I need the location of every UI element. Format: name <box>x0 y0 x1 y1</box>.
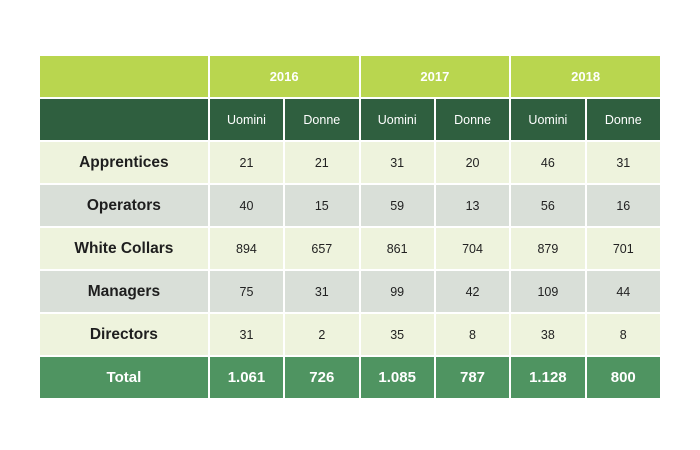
sub-header-cell: Donne <box>283 97 361 142</box>
sub-header-cell: Donne <box>433 97 512 142</box>
total-cell: 787 <box>433 355 512 400</box>
table-cell: 40 <box>207 183 286 228</box>
sub-header-cell: Uomini <box>358 97 436 142</box>
gender-header-row: Uomini Donne Uomini Donne Uomini Donne <box>38 97 663 142</box>
total-cell: 1.128 <box>509 355 587 400</box>
row-label: Operators <box>38 183 210 228</box>
sub-header-cell: Uomini <box>207 97 286 142</box>
row-label: Managers <box>38 269 210 314</box>
sub-header-blank <box>38 97 210 142</box>
table-row: White Collars 894 657 861 704 879 701 <box>38 226 663 271</box>
corner-cell <box>38 54 210 99</box>
table-cell: 21 <box>207 140 286 185</box>
table-cell: 20 <box>433 140 512 185</box>
total-cell: 726 <box>283 355 361 400</box>
table-cell: 31 <box>358 140 436 185</box>
table-cell: 44 <box>584 269 663 314</box>
row-label: Apprentices <box>38 140 210 185</box>
table-cell: 31 <box>283 269 361 314</box>
table-cell: 59 <box>358 183 436 228</box>
table-cell: 31 <box>584 140 663 185</box>
table-row: Managers 75 31 99 42 109 44 <box>38 269 663 314</box>
table-cell: 657 <box>283 226 361 271</box>
table-cell: 35 <box>358 312 436 357</box>
table-cell: 2 <box>283 312 361 357</box>
table-cell: 38 <box>509 312 587 357</box>
table-cell: 704 <box>433 226 512 271</box>
year-header-2018: 2018 <box>509 54 662 99</box>
table-cell: 109 <box>509 269 587 314</box>
table-cell: 21 <box>283 140 361 185</box>
table-cell: 31 <box>207 312 286 357</box>
sub-header-cell: Uomini <box>509 97 587 142</box>
table-cell: 879 <box>509 226 587 271</box>
year-header-2016: 2016 <box>207 54 361 99</box>
total-cell: 1.085 <box>358 355 436 400</box>
total-label: Total <box>38 355 210 400</box>
table-cell: 46 <box>509 140 587 185</box>
year-header-row: 2016 2017 2018 <box>38 54 662 99</box>
workforce-table: 2016 2017 2018 Uomini Donne Uomini Donne… <box>38 54 663 400</box>
table-cell: 99 <box>358 269 436 314</box>
table-cell: 8 <box>584 312 663 357</box>
year-header-2017: 2017 <box>358 54 512 99</box>
table-cell: 16 <box>584 183 663 228</box>
row-label: Directors <box>38 312 210 357</box>
row-label: White Collars <box>38 226 210 271</box>
table-cell: 861 <box>358 226 436 271</box>
total-row: Total 1.061 726 1.085 787 1.128 800 <box>38 355 663 400</box>
table-row: Operators 40 15 59 13 56 16 <box>38 183 663 228</box>
table-cell: 56 <box>509 183 587 228</box>
table-cell: 894 <box>207 226 286 271</box>
table-cell: 75 <box>207 269 286 314</box>
sub-header-cell: Donne <box>584 97 663 142</box>
table-row: Directors 31 2 35 8 38 8 <box>38 312 663 357</box>
table-cell: 42 <box>433 269 512 314</box>
table-cell: 15 <box>283 183 361 228</box>
total-cell: 800 <box>584 355 663 400</box>
table-cell: 701 <box>584 226 663 271</box>
table-cell: 8 <box>433 312 512 357</box>
total-cell: 1.061 <box>207 355 286 400</box>
table-row: Apprentices 21 21 31 20 46 31 <box>38 140 663 185</box>
table-cell: 13 <box>433 183 512 228</box>
